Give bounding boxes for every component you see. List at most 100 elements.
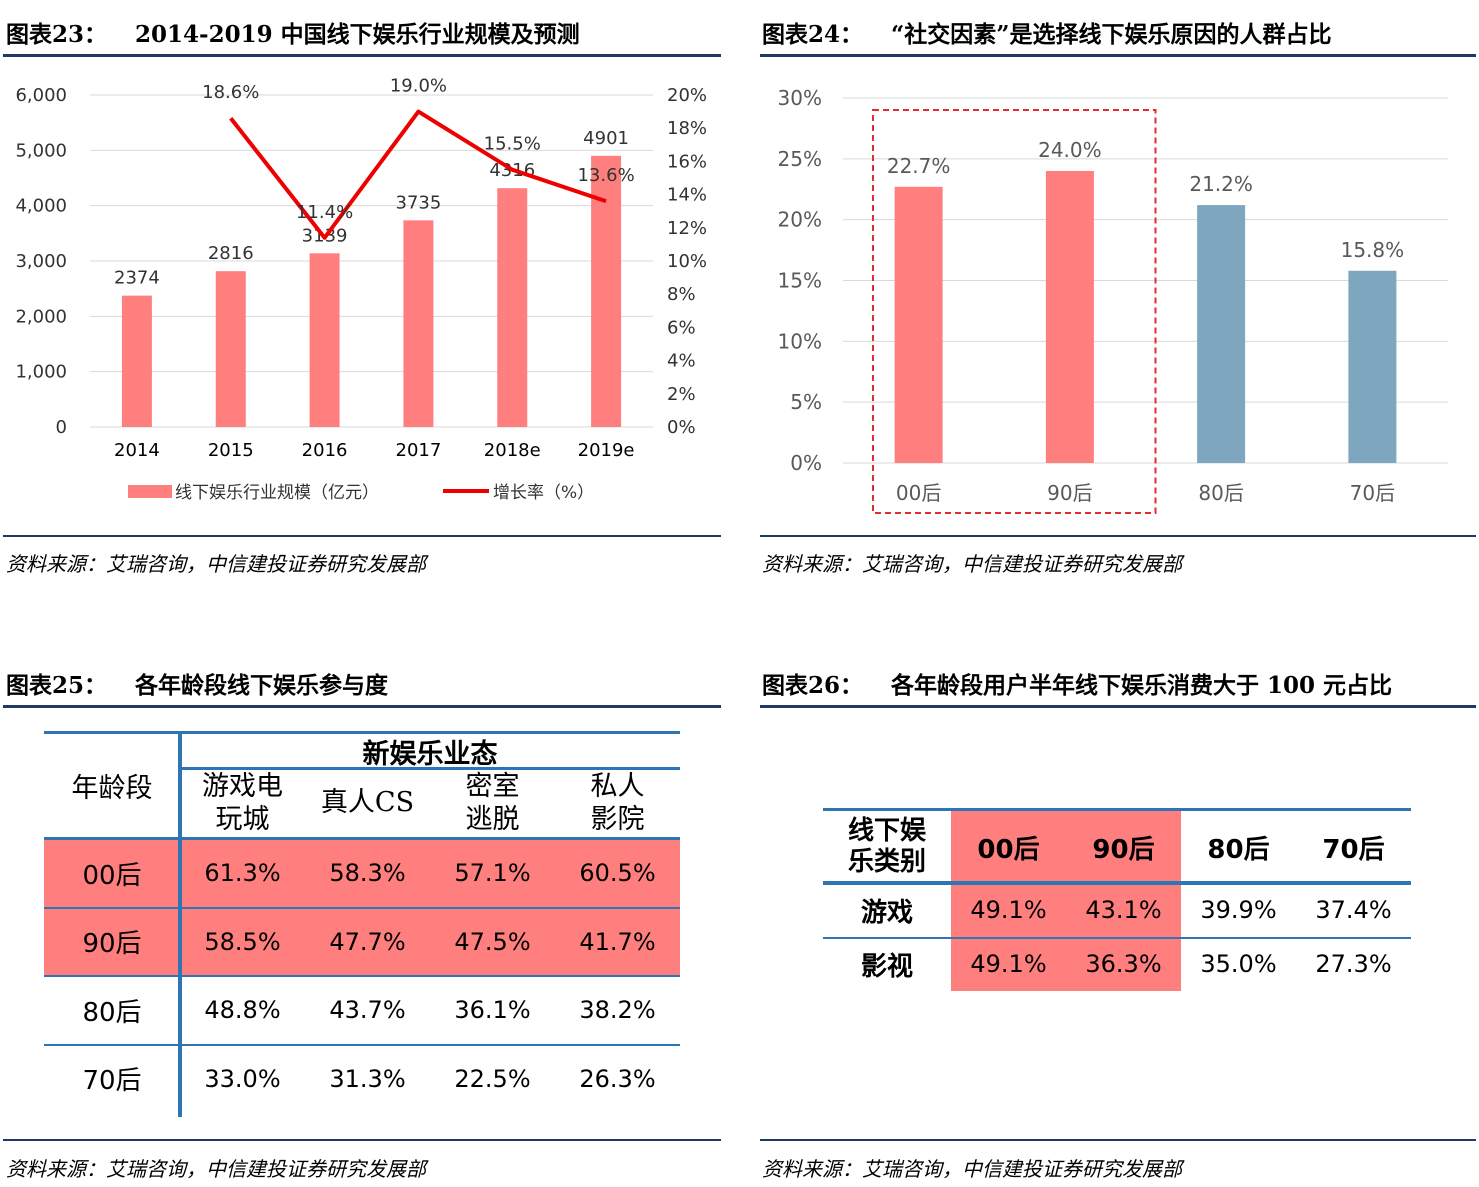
x-tick-label: 2014: [114, 440, 160, 461]
x-tick-label: 2018e: [484, 440, 541, 461]
corner-header: 线下娱 乐类别: [847, 815, 926, 877]
table-cell: 41.7%: [579, 927, 656, 956]
y-left-tick: 3,000: [15, 251, 67, 272]
chart25-bottom-rule: [3, 1139, 721, 1141]
column-header: 70后: [1322, 834, 1385, 865]
y-right-tick: 18%: [667, 118, 707, 139]
y-left-tick: 2,000: [15, 306, 67, 327]
table-cell: 49.1%: [970, 950, 1047, 978]
table-cell: 38.2%: [579, 996, 656, 1025]
y-right-tick: 20%: [667, 85, 707, 106]
table-cell: 47.5%: [454, 927, 531, 956]
legend-line-label: 增长率（%）: [493, 483, 594, 503]
line-value-label: 11.4%: [296, 202, 353, 223]
line-value-label: 18.6%: [202, 82, 259, 103]
chart26-bottom-rule: [760, 1139, 1476, 1141]
x-tick-label: 90后: [1047, 481, 1092, 505]
table-top-rule: [823, 808, 1411, 811]
chart25-heading: 各年龄段线下娱乐参与度: [135, 672, 389, 699]
chart26-heading: 各年龄段用户半年线下娱乐消费大于 100 元占比: [891, 672, 1393, 699]
table-cell: 27.3%: [1315, 950, 1392, 978]
chart23-source: 资料来源：艾瑞咨询，中信建投证券研究发展部: [6, 552, 426, 576]
bar-value-label: 4901: [583, 128, 629, 149]
x-tick-label: 2015: [208, 440, 254, 461]
table-cell: 43.1%: [1085, 896, 1162, 924]
chart23-heading: 2014-2019 中国线下娱乐行业规模及预测: [135, 21, 580, 48]
x-tick-label: 2016: [302, 440, 348, 461]
chart26-source: 资料来源：艾瑞咨询，中信建投证券研究发展部: [762, 1157, 1182, 1181]
chart24-source: 资料来源：艾瑞咨询，中信建投证券研究发展部: [762, 552, 1182, 576]
row-divider: [823, 937, 1411, 939]
line-value-label: 15.5%: [484, 134, 541, 155]
y-right-tick: 2%: [667, 384, 696, 405]
group-header: 新娱乐业态: [362, 738, 498, 770]
stub-divider: [178, 731, 182, 1117]
chart24-top-rule: [760, 54, 1476, 57]
table-cell: 39.9%: [1200, 896, 1277, 924]
bar: [309, 253, 340, 427]
y-left-tick: 4,000: [15, 196, 67, 217]
table-cell: 48.8%: [204, 996, 281, 1025]
row-label: 90后: [82, 929, 142, 960]
column-highlight: [1066, 811, 1181, 991]
bar: [121, 295, 152, 427]
y-right-tick: 14%: [667, 185, 707, 206]
table-cell: 26.3%: [579, 1064, 656, 1093]
x-tick-label: 70后: [1350, 481, 1395, 505]
growth-line: [229, 109, 607, 240]
y-left-tick: 6,000: [15, 85, 67, 106]
chart24-plot: 0% 5% 10% 15% 20% 25% 30% 22.7% 00后 24.0% 90后 21.2%…: [778, 86, 1448, 514]
table-cell: 36.1%: [454, 996, 531, 1025]
y-tick: 5%: [790, 390, 822, 414]
bar-value-label: 2816: [208, 243, 254, 264]
y-tick: 10%: [778, 329, 822, 353]
bar: [497, 188, 528, 427]
bar: [1348, 270, 1397, 463]
table-cell: 58.3%: [329, 859, 406, 888]
bar-value-label: 3735: [396, 192, 442, 213]
row-divider: [44, 975, 680, 977]
column-highlight: [951, 811, 1066, 991]
table-cell: 35.0%: [1200, 950, 1277, 978]
y-tick: 20%: [778, 208, 822, 232]
table-cell: 47.7%: [329, 927, 406, 956]
row-label: 影视: [860, 951, 913, 982]
bar: [215, 271, 246, 427]
chart23-top-rule: [3, 54, 721, 57]
column-header: 游戏电 玩城: [202, 771, 283, 835]
row-label: 70后: [82, 1066, 142, 1097]
row-label: 游戏: [860, 897, 913, 928]
chart26-number: 图表26：: [762, 672, 864, 699]
column-header: 真人CS: [320, 787, 415, 819]
y-right-tick: 0%: [667, 417, 696, 438]
line-value-label: 13.6%: [577, 165, 634, 186]
chart24-bottom-rule: [760, 535, 1476, 537]
chart26-top-rule: [760, 705, 1476, 708]
bar-value-label: 21.2%: [1189, 172, 1253, 196]
table-top-rule: [44, 731, 680, 734]
chart24-heading: “社交因素”是选择线下娱乐原因的人群占比: [891, 21, 1332, 48]
table-cell: 49.1%: [970, 896, 1047, 924]
y-left-tick: 5,000: [15, 140, 67, 161]
bar: [1197, 205, 1246, 464]
column-header: 80后: [1207, 834, 1270, 865]
legend-bar-label: 线下娱乐行业规模（亿元）: [175, 483, 379, 503]
line-value-label: 19.0%: [390, 76, 447, 97]
header-bottom-rule: [823, 881, 1411, 885]
bar-value-label: 15.8%: [1341, 238, 1405, 262]
y-right-tick: 6%: [667, 317, 696, 338]
group-header-rule: [180, 767, 680, 770]
table-cell: 31.3%: [329, 1064, 406, 1093]
y-right-tick: 12%: [667, 218, 707, 239]
table-cell: 60.5%: [579, 859, 656, 888]
x-tick-label: 80后: [1198, 481, 1243, 505]
chart23-bottom-rule: [3, 535, 721, 537]
row-divider: [44, 1043, 680, 1046]
table-cell: 43.7%: [329, 996, 406, 1025]
y-left-tick: 0: [56, 417, 67, 438]
legend-bar-swatch: [128, 485, 172, 498]
corner-header: 年龄段: [71, 773, 153, 804]
y-tick: 15%: [778, 269, 822, 293]
bar: [403, 220, 434, 427]
y-tick: 0%: [790, 451, 822, 475]
